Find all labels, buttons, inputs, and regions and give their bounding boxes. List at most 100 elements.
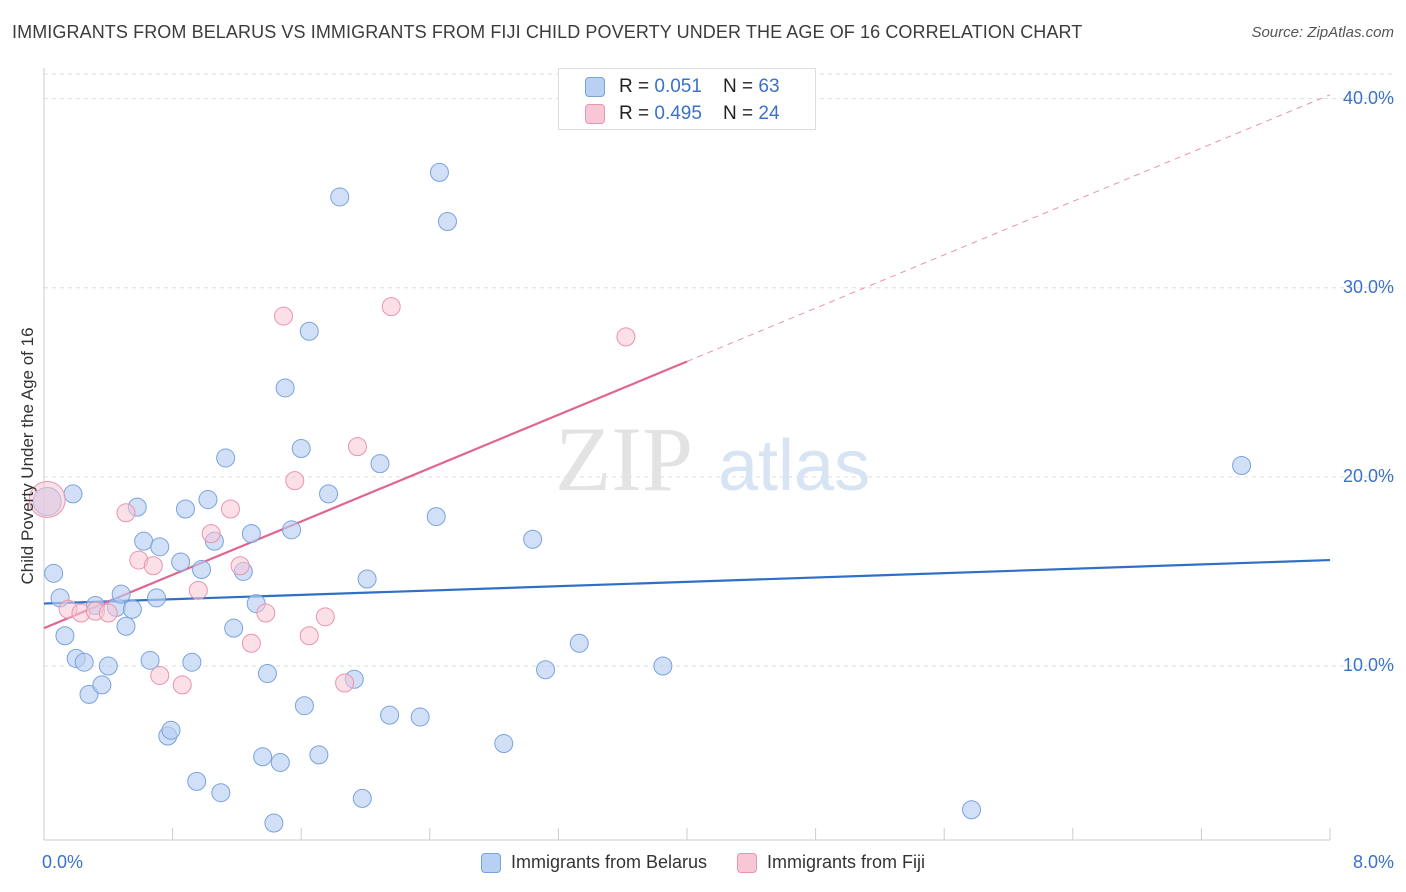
point-belarus bbox=[74, 652, 94, 672]
point-fiji bbox=[28, 481, 66, 519]
legend-item-fiji[interactable]: Immigrants from Fiji bbox=[737, 852, 925, 873]
point-belarus bbox=[187, 771, 207, 791]
point-fiji bbox=[381, 297, 401, 317]
point-fiji bbox=[315, 607, 335, 627]
point-belarus bbox=[147, 588, 167, 608]
point-belarus bbox=[161, 720, 181, 740]
point-fiji bbox=[230, 556, 250, 576]
watermark-atlas: atlas bbox=[718, 426, 870, 506]
point-fiji bbox=[220, 499, 240, 519]
point-belarus bbox=[192, 560, 212, 580]
point-fiji bbox=[347, 437, 367, 457]
point-belarus bbox=[536, 660, 556, 680]
legend-item-belarus[interactable]: Immigrants from Belarus bbox=[480, 852, 708, 873]
point-belarus bbox=[98, 656, 118, 676]
y-tick-label: 40.0% bbox=[1342, 87, 1394, 108]
y-axis-label: Child Poverty Under the Age of 16 bbox=[18, 327, 37, 585]
point-belarus bbox=[270, 752, 290, 772]
point-fiji bbox=[616, 327, 636, 347]
point-fiji bbox=[143, 556, 163, 576]
point-belarus bbox=[224, 618, 244, 638]
point-belarus bbox=[175, 499, 195, 519]
point-belarus bbox=[352, 788, 372, 808]
point-belarus bbox=[309, 745, 329, 765]
point-belarus bbox=[122, 599, 142, 619]
point-belarus bbox=[299, 321, 319, 341]
legend-swatch-fiji bbox=[737, 852, 758, 873]
point-belarus bbox=[92, 675, 112, 695]
point-belarus bbox=[294, 696, 314, 716]
point-belarus bbox=[211, 783, 231, 803]
series-legend: Immigrants from Belarus Immigrants from … bbox=[0, 852, 1406, 873]
legend-r-label: R = bbox=[619, 76, 655, 97]
point-belarus bbox=[410, 707, 430, 727]
y-tick-label: 30.0% bbox=[1342, 276, 1394, 297]
point-fiji bbox=[98, 603, 118, 623]
point-belarus bbox=[140, 650, 160, 670]
point-fiji bbox=[285, 471, 305, 491]
point-fiji bbox=[274, 306, 294, 326]
point-belarus bbox=[257, 664, 277, 684]
point-belarus bbox=[282, 520, 302, 540]
point-belarus bbox=[330, 187, 350, 207]
point-belarus bbox=[275, 378, 295, 398]
y-tick-label: 20.0% bbox=[1342, 465, 1394, 486]
point-belarus bbox=[182, 652, 202, 672]
point-belarus bbox=[1232, 456, 1252, 476]
legend-r-value: 0.051 bbox=[654, 76, 702, 97]
watermark-zip: ZIP bbox=[555, 408, 693, 510]
x-tick-label-min: 0.0% bbox=[42, 852, 84, 872]
point-fiji bbox=[116, 503, 136, 523]
point-fiji bbox=[150, 665, 170, 685]
axes bbox=[43, 68, 1331, 841]
point-fiji bbox=[335, 673, 355, 693]
point-belarus bbox=[63, 484, 83, 504]
legend-row-belarus: R = 0.051 N = 63 bbox=[585, 76, 780, 98]
point-belarus bbox=[429, 162, 449, 182]
point-belarus bbox=[241, 524, 261, 544]
legend-label-belarus: Immigrants from Belarus bbox=[510, 852, 708, 872]
legend-n-value: 63 bbox=[758, 76, 780, 97]
point-belarus bbox=[55, 626, 75, 646]
point-belarus bbox=[569, 633, 589, 653]
point-belarus bbox=[134, 531, 154, 551]
point-fiji bbox=[299, 626, 319, 646]
legend-r-label: R = bbox=[619, 103, 655, 124]
point-belarus bbox=[653, 656, 673, 676]
point-belarus bbox=[370, 454, 390, 474]
legend-row-fiji: R = 0.495 N = 24 bbox=[585, 103, 780, 125]
point-fiji bbox=[172, 675, 192, 695]
legend-n-label: N = bbox=[723, 103, 759, 124]
chart-title: IMMIGRANTS FROM BELARUS VS IMMIGRANTS FR… bbox=[12, 22, 1083, 42]
legend-swatch-belarus bbox=[585, 77, 605, 97]
point-belarus bbox=[523, 529, 543, 549]
point-fiji bbox=[188, 580, 208, 600]
source-label: Source: ZipAtlas.com bbox=[1251, 24, 1394, 41]
point-fiji bbox=[241, 633, 261, 653]
correlation-legend: R = 0.051 N = 63 R = 0.495 N = 24 bbox=[558, 68, 816, 130]
y-tick-label: 10.0% bbox=[1342, 654, 1394, 675]
legend-label-fiji: Immigrants from Fiji bbox=[767, 852, 926, 872]
point-belarus bbox=[253, 747, 273, 767]
trendline-fiji-extension bbox=[686, 94, 1331, 362]
legend-n-value: 24 bbox=[758, 103, 780, 124]
point-belarus bbox=[171, 552, 191, 572]
point-belarus bbox=[437, 212, 457, 232]
point-fiji bbox=[256, 603, 276, 623]
point-belarus bbox=[150, 537, 170, 557]
point-belarus bbox=[116, 616, 136, 636]
point-fiji bbox=[201, 524, 221, 544]
point-belarus bbox=[962, 800, 982, 820]
legend-swatch-fiji bbox=[585, 104, 605, 124]
legend-swatch-belarus bbox=[480, 852, 501, 873]
x-tick-label-max: 8.0% bbox=[1352, 852, 1394, 872]
point-belarus bbox=[426, 507, 446, 527]
point-belarus bbox=[357, 569, 377, 589]
point-belarus bbox=[111, 584, 131, 604]
point-belarus bbox=[291, 438, 311, 458]
legend-n-label: N = bbox=[723, 76, 759, 97]
point-belarus bbox=[198, 490, 218, 510]
point-belarus bbox=[494, 734, 514, 754]
point-belarus bbox=[264, 813, 284, 833]
